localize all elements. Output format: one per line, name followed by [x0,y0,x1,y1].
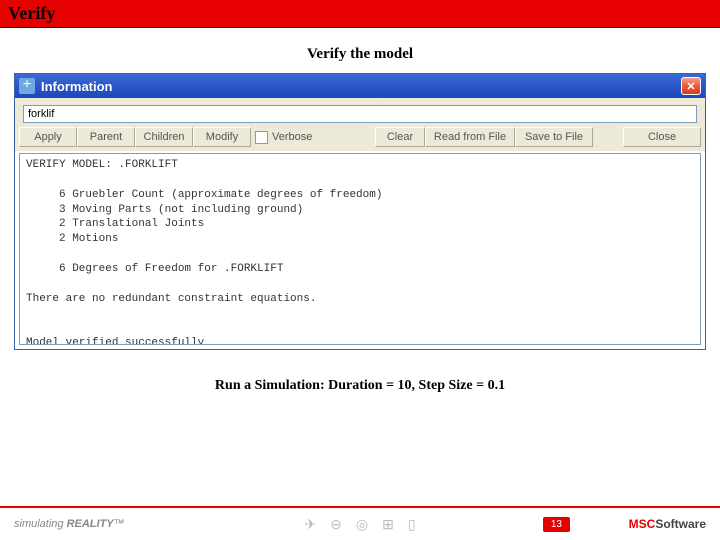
target-icon: ◎ [356,516,368,533]
parent-button[interactable]: Parent [77,127,135,147]
footer-icons: ✈ ⊖ ◎ ⊞ ▯ [304,516,415,533]
subtitle: Verify the model [0,46,720,63]
page-number: 13 [543,517,570,532]
window-icon [19,78,35,94]
tagline-word1: simulating [14,518,64,530]
verbose-checkbox[interactable] [255,131,268,144]
close-button[interactable]: Close [623,127,701,147]
read-from-file-button[interactable]: Read from File [425,127,515,147]
tagline-word2: REALITY [64,518,114,530]
slide-title: Verify [8,3,55,24]
input-row [15,98,705,127]
brand-prefix: MSC [629,517,656,531]
building-icon: ▯ [408,516,416,533]
person-icon: ⊞ [382,516,394,533]
output-text: VERIFY MODEL: .FORKLIFT 6 Gruebler Count… [26,159,382,345]
verbose-label: Verbose [272,131,312,143]
footer: simulating REALITY™ ✈ ⊖ ◎ ⊞ ▯ 13 MSCSoft… [0,506,720,540]
clear-button[interactable]: Clear [375,127,425,147]
output-area: VERIFY MODEL: .FORKLIFT 6 Gruebler Count… [19,153,701,345]
window-titlebar: Information ✕ [15,74,705,98]
save-to-file-button[interactable]: Save to File [515,127,593,147]
children-button[interactable]: Children [135,127,193,147]
car-icon: ⊖ [330,516,342,533]
model-name-input[interactable] [23,105,697,123]
footer-tagline: simulating REALITY™ [14,518,125,530]
apply-button[interactable]: Apply [19,127,77,147]
tagline-tm: ™ [114,518,125,530]
window-title: Information [41,79,113,94]
brand-suffix: Software [655,517,706,531]
plane-icon: ✈ [304,516,316,533]
toolbar: Apply Parent Children Modify Verbose Cle… [15,127,705,151]
run-instruction: Run a Simulation: Duration = 10, Step Si… [0,378,720,394]
verbose-checkbox-wrap[interactable]: Verbose [255,131,312,144]
information-window: Information ✕ Apply Parent Children Modi… [14,73,706,350]
modify-button[interactable]: Modify [193,127,251,147]
footer-brand: MSCSoftware [629,517,706,531]
slide-header: Verify [0,0,720,28]
window-close-button[interactable]: ✕ [681,77,701,95]
